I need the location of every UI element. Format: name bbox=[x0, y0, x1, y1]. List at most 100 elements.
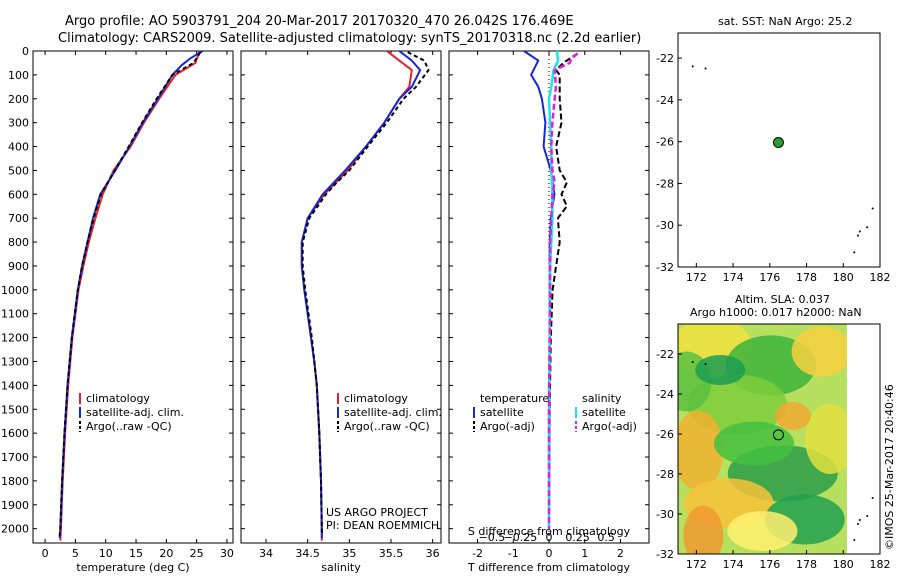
x-tick-label: 2 bbox=[617, 547, 624, 560]
plot-frame bbox=[32, 50, 234, 544]
x-tick-label: 30 bbox=[220, 547, 234, 560]
y-tick-label: 200 bbox=[8, 93, 29, 106]
y-tick-label: -30 bbox=[656, 219, 674, 232]
x-tick-label: -1 bbox=[508, 547, 519, 560]
y-tick-label: 1800 bbox=[1, 475, 29, 488]
x-tick-label: 15 bbox=[129, 547, 143, 560]
y-tick-label: 2000 bbox=[1, 523, 29, 536]
y-tick-label: -26 bbox=[656, 428, 674, 441]
heatmap-cell bbox=[683, 505, 724, 554]
map-bottom-title2: Argo h1000: 0.017 h2000: NaN bbox=[690, 306, 862, 319]
x-tick-label: 34.5 bbox=[295, 547, 320, 560]
legend-label: Argo(..raw -QC) bbox=[344, 420, 430, 433]
x-tick-label: 34 bbox=[259, 547, 273, 560]
header-line2: Climatology: CARS2009. Satellite-adjuste… bbox=[58, 31, 641, 46]
y-tick-label: 800 bbox=[8, 236, 29, 249]
land-point bbox=[856, 234, 859, 237]
x-tick-label: -2 bbox=[472, 547, 483, 560]
y-tick-label: 300 bbox=[8, 117, 29, 130]
y-tick-label: 600 bbox=[8, 188, 29, 201]
x-tick-label: 10 bbox=[99, 547, 113, 560]
y-tick-label: -32 bbox=[656, 261, 674, 274]
x-tick-label: 180 bbox=[833, 558, 854, 571]
series-line-satelliteadjclim bbox=[58, 51, 204, 539]
y-tick-label: 1000 bbox=[1, 284, 29, 297]
series-line-climatology bbox=[59, 51, 201, 541]
y-tick-label: -30 bbox=[656, 508, 674, 521]
profile-location-marker bbox=[772, 137, 784, 149]
land-point bbox=[871, 497, 874, 499]
y-tick-label: 900 bbox=[8, 260, 29, 273]
y-tick-label: -32 bbox=[656, 548, 674, 561]
x-tick-label: 178 bbox=[796, 271, 817, 284]
legend-label: satellite bbox=[582, 406, 626, 419]
x-tick-label: 182 bbox=[870, 558, 891, 571]
x2-tick-label: 0 bbox=[546, 531, 553, 544]
series-line-argorawqc bbox=[58, 51, 202, 536]
map-panel-4: 172 174 176 178 180 182 -22 -24 -26 -28 -30 -32 bbox=[656, 323, 891, 571]
heatmap-cell bbox=[678, 410, 724, 491]
x-tick-label: 0 bbox=[546, 547, 553, 560]
x-tick-label: 180 bbox=[833, 271, 854, 284]
x-tick-label: 35.5 bbox=[379, 547, 404, 560]
heatmap-field bbox=[678, 324, 847, 554]
heatmap-cell bbox=[791, 326, 847, 377]
series-line-temperature-argoadj bbox=[548, 52, 579, 529]
x2-tick-label: −0.5 bbox=[478, 531, 505, 544]
x2-tick-label: 0.5 bbox=[597, 531, 615, 544]
series-line-argorawqc bbox=[301, 51, 430, 536]
legend-heading-salinity: salinity bbox=[582, 392, 622, 405]
x-axis-label: T difference from climatology bbox=[467, 561, 630, 574]
x-tick-label: 174 bbox=[723, 558, 744, 571]
land-point bbox=[704, 363, 707, 365]
land-point bbox=[858, 519, 861, 521]
y-tick-label: -22 bbox=[656, 52, 674, 65]
x-tick-label: 25 bbox=[190, 547, 204, 560]
y-tick-label: -22 bbox=[656, 348, 674, 361]
x-tick-label: 172 bbox=[686, 271, 707, 284]
x-tick-label: 174 bbox=[723, 271, 744, 284]
legend-label: climatology bbox=[344, 392, 408, 405]
map-bottom-title1: Altim. SLA: 0.037 bbox=[735, 293, 830, 306]
legend-label: satellite-adj. clim. bbox=[344, 406, 442, 419]
y-tick-label: 1700 bbox=[1, 451, 29, 464]
x-tick-label: 176 bbox=[759, 271, 780, 284]
plot-frame bbox=[240, 50, 442, 544]
y-tick-label: 1300 bbox=[1, 355, 29, 368]
land-point bbox=[691, 65, 694, 68]
x2-tick-label: 0.25 bbox=[565, 531, 590, 544]
x-tick-label: 20 bbox=[159, 547, 173, 560]
x-tick-label: 172 bbox=[686, 558, 707, 571]
legend-label: Argo(-adj) bbox=[480, 420, 535, 433]
y-tick-label: 1900 bbox=[1, 499, 29, 512]
side-credit: ©IMOS 25-Mar-2017 20:40:46 bbox=[883, 384, 896, 550]
footer-left-line1: US ARGO PROJECT bbox=[326, 506, 428, 519]
legend-label: Argo(-adj) bbox=[582, 420, 637, 433]
header-line1: Argo profile: AO 5903791_204 20-Mar-2017… bbox=[65, 14, 574, 29]
y-tick-label: 400 bbox=[8, 141, 29, 154]
x-tick-label: 35 bbox=[342, 547, 356, 560]
y-tick-label: -28 bbox=[656, 468, 674, 481]
land-point bbox=[866, 515, 869, 517]
land-point bbox=[866, 226, 869, 229]
y-tick-label: -24 bbox=[656, 388, 674, 401]
x-axis-label: salinity bbox=[321, 561, 361, 574]
y-tick-label: 1200 bbox=[1, 332, 29, 345]
series-line-climatology bbox=[300, 51, 413, 541]
map-frame bbox=[677, 323, 881, 555]
legend-label: satellite bbox=[480, 406, 524, 419]
y-tick-label: -28 bbox=[656, 177, 674, 190]
land-point bbox=[853, 251, 856, 254]
profile-panel-1: 34 34.5 35 35.5 36 salinity climatologysatelli… bbox=[240, 50, 442, 574]
y-tick-label: -26 bbox=[656, 136, 674, 149]
x-tick-label: 36 bbox=[426, 547, 440, 560]
land-point bbox=[691, 361, 694, 363]
y-tick-label: 1400 bbox=[1, 379, 29, 392]
y-tick-label: 1600 bbox=[1, 427, 29, 440]
x-tick-label: 176 bbox=[759, 558, 780, 571]
x-tick-label: 1 bbox=[581, 547, 588, 560]
x2-tick-label: −0.25 bbox=[504, 531, 538, 544]
y-tick-label: 500 bbox=[8, 164, 29, 177]
